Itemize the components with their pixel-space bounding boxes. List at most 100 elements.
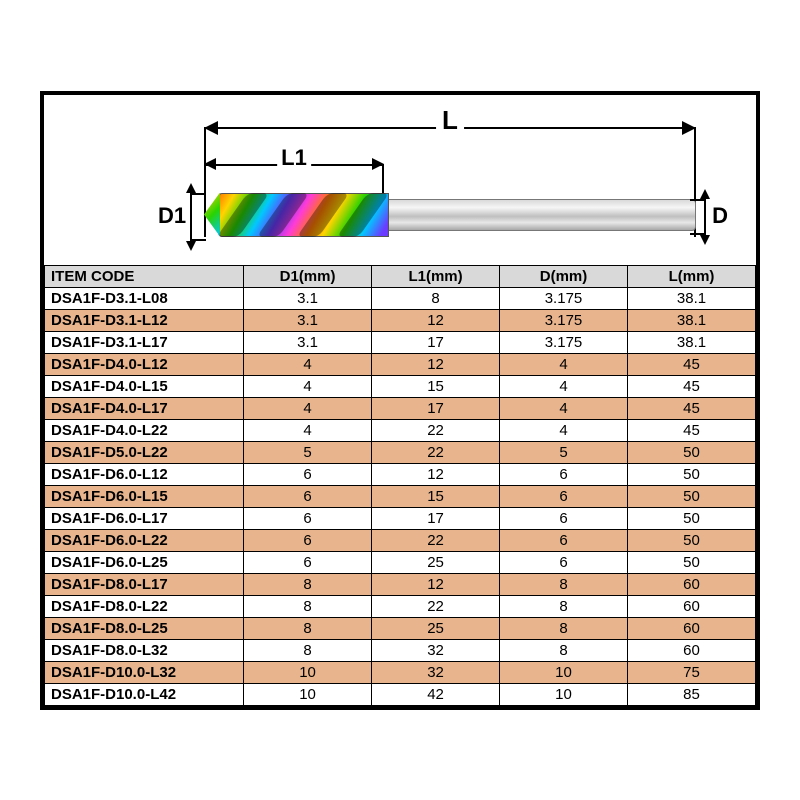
cell-l1: 17 (372, 507, 500, 529)
cell-l: 50 (627, 463, 755, 485)
table-row: DSA1F-D3.1-L123.1123.17538.1 (45, 309, 756, 331)
cell-l1: 25 (372, 617, 500, 639)
col-header-l: L(mm) (627, 265, 755, 287)
cell-item: DSA1F-D8.0-L32 (45, 639, 244, 661)
cell-d1: 3.1 (244, 287, 372, 309)
cell-item: DSA1F-D3.1-L12 (45, 309, 244, 331)
cell-d1: 8 (244, 595, 372, 617)
col-header-item: ITEM CODE (45, 265, 244, 287)
table-header: ITEM CODED1(mm)L1(mm)D(mm)L(mm) (45, 265, 756, 287)
cell-d1: 5 (244, 441, 372, 463)
cell-item: DSA1F-D5.0-L22 (45, 441, 244, 463)
table-row: DSA1F-D4.0-L12412445 (45, 353, 756, 375)
table-row: DSA1F-D3.1-L173.1173.17538.1 (45, 331, 756, 353)
cell-d: 6 (500, 507, 628, 529)
table-row: DSA1F-D6.0-L17617650 (45, 507, 756, 529)
cell-item: DSA1F-D4.0-L15 (45, 375, 244, 397)
cell-l1: 17 (372, 331, 500, 353)
cell-d: 8 (500, 595, 628, 617)
table-row: DSA1F-D8.0-L25825860 (45, 617, 756, 639)
cell-item: DSA1F-D8.0-L22 (45, 595, 244, 617)
table-row: DSA1F-D10.0-L4210421085 (45, 683, 756, 705)
cell-l1: 12 (372, 309, 500, 331)
dimension-L1: L1 (204, 151, 384, 179)
cell-l: 60 (627, 595, 755, 617)
tool-flute (204, 193, 389, 237)
cell-l1: 22 (372, 419, 500, 441)
cell-d1: 8 (244, 639, 372, 661)
cell-item: DSA1F-D8.0-L25 (45, 617, 244, 639)
cell-item: DSA1F-D10.0-L42 (45, 683, 244, 705)
table-row: DSA1F-D8.0-L22822860 (45, 595, 756, 617)
table-row: DSA1F-D4.0-L22422445 (45, 419, 756, 441)
cell-d1: 6 (244, 551, 372, 573)
cell-l: 38.1 (627, 331, 755, 353)
col-header-d: D(mm) (500, 265, 628, 287)
cell-l: 50 (627, 551, 755, 573)
cell-d: 10 (500, 683, 628, 705)
cell-l: 60 (627, 573, 755, 595)
cell-d: 4 (500, 397, 628, 419)
cell-l1: 22 (372, 595, 500, 617)
cell-d1: 3.1 (244, 331, 372, 353)
table-row: DSA1F-D6.0-L25625650 (45, 551, 756, 573)
cell-d1: 6 (244, 485, 372, 507)
cell-d: 4 (500, 375, 628, 397)
table-row: DSA1F-D6.0-L15615650 (45, 485, 756, 507)
cell-d1: 6 (244, 507, 372, 529)
table-row: DSA1F-D10.0-L3210321075 (45, 661, 756, 683)
cell-d: 6 (500, 485, 628, 507)
cell-d: 8 (500, 617, 628, 639)
cell-l1: 15 (372, 485, 500, 507)
table-row: DSA1F-D6.0-L22622650 (45, 529, 756, 551)
cell-item: DSA1F-D4.0-L22 (45, 419, 244, 441)
cell-d: 3.175 (500, 287, 628, 309)
cell-l1: 8 (372, 287, 500, 309)
cell-d: 8 (500, 639, 628, 661)
table-row: DSA1F-D8.0-L17812860 (45, 573, 756, 595)
cell-item: DSA1F-D6.0-L22 (45, 529, 244, 551)
cell-item: DSA1F-D3.1-L08 (45, 287, 244, 309)
table-row: DSA1F-D3.1-L083.183.17538.1 (45, 287, 756, 309)
col-header-l1: L1(mm) (372, 265, 500, 287)
cell-item: DSA1F-D6.0-L15 (45, 485, 244, 507)
cell-d: 6 (500, 463, 628, 485)
cell-l1: 12 (372, 353, 500, 375)
cell-d1: 10 (244, 683, 372, 705)
cell-l: 45 (627, 353, 755, 375)
spec-table: ITEM CODED1(mm)L1(mm)D(mm)L(mm) DSA1F-D3… (44, 265, 756, 706)
cell-d1: 3.1 (244, 309, 372, 331)
cell-l1: 12 (372, 463, 500, 485)
label-D: D (712, 203, 728, 229)
cell-l: 50 (627, 441, 755, 463)
product-spec-frame: L L1 D1 D ITEM CODED1(mm)L1(mm)D(mm)L(mm… (40, 91, 760, 710)
cell-d: 3.175 (500, 331, 628, 353)
cell-l: 50 (627, 507, 755, 529)
cell-d1: 6 (244, 463, 372, 485)
table-row: DSA1F-D6.0-L12612650 (45, 463, 756, 485)
cell-d1: 6 (244, 529, 372, 551)
cell-l: 85 (627, 683, 755, 705)
cell-d: 8 (500, 573, 628, 595)
cell-d1: 10 (244, 661, 372, 683)
cell-l: 75 (627, 661, 755, 683)
cell-d: 4 (500, 419, 628, 441)
cell-item: DSA1F-D3.1-L17 (45, 331, 244, 353)
cell-l: 50 (627, 485, 755, 507)
cell-l1: 17 (372, 397, 500, 419)
tool-shank (384, 199, 696, 231)
tool-diagram: L L1 D1 D (44, 95, 756, 265)
cell-item: DSA1F-D6.0-L25 (45, 551, 244, 573)
label-L1: L1 (277, 145, 311, 171)
cell-d: 6 (500, 529, 628, 551)
cell-l: 45 (627, 397, 755, 419)
cell-l1: 25 (372, 551, 500, 573)
dimension-L: L (204, 113, 696, 143)
cell-item: DSA1F-D4.0-L12 (45, 353, 244, 375)
cell-d1: 4 (244, 397, 372, 419)
table-row: DSA1F-D5.0-L22522550 (45, 441, 756, 463)
cell-d1: 8 (244, 617, 372, 639)
cell-item: DSA1F-D4.0-L17 (45, 397, 244, 419)
cell-item: DSA1F-D10.0-L32 (45, 661, 244, 683)
cell-l1: 32 (372, 661, 500, 683)
